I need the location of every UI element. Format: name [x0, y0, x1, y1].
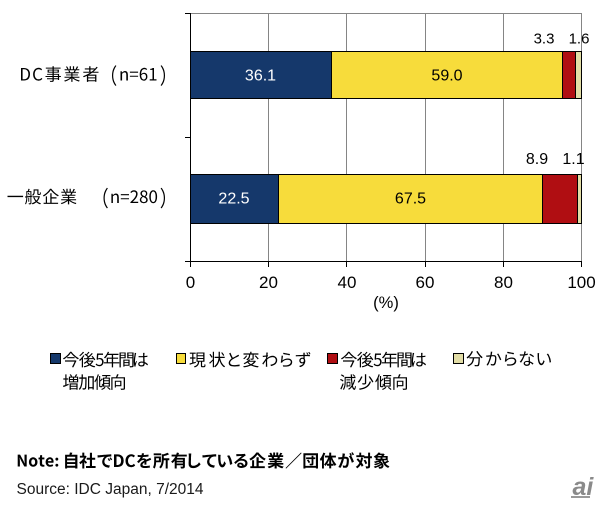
svg-text:ai: ai: [573, 473, 595, 501]
svg-text:1.6: 1.6: [569, 31, 590, 48]
svg-text:60: 60: [416, 273, 435, 292]
svg-text:100: 100: [567, 273, 595, 292]
svg-text:40: 40: [338, 273, 357, 292]
svg-text:3.3: 3.3: [534, 31, 555, 48]
svg-text:80: 80: [494, 273, 513, 292]
svg-text:1.1: 1.1: [562, 151, 584, 168]
svg-text:(%): (%): [373, 294, 399, 312]
svg-text:Source: IDC Japan, 7/2014: Source: IDC Japan, 7/2014: [17, 481, 204, 498]
svg-text:36.1: 36.1: [245, 68, 276, 85]
svg-text:8.9: 8.9: [526, 151, 548, 168]
svg-text:0: 0: [186, 273, 195, 292]
svg-text:59.0: 59.0: [431, 68, 462, 85]
svg-text:67.5: 67.5: [395, 191, 426, 208]
svg-text:22.5: 22.5: [218, 191, 249, 208]
svg-text:20: 20: [259, 273, 278, 292]
